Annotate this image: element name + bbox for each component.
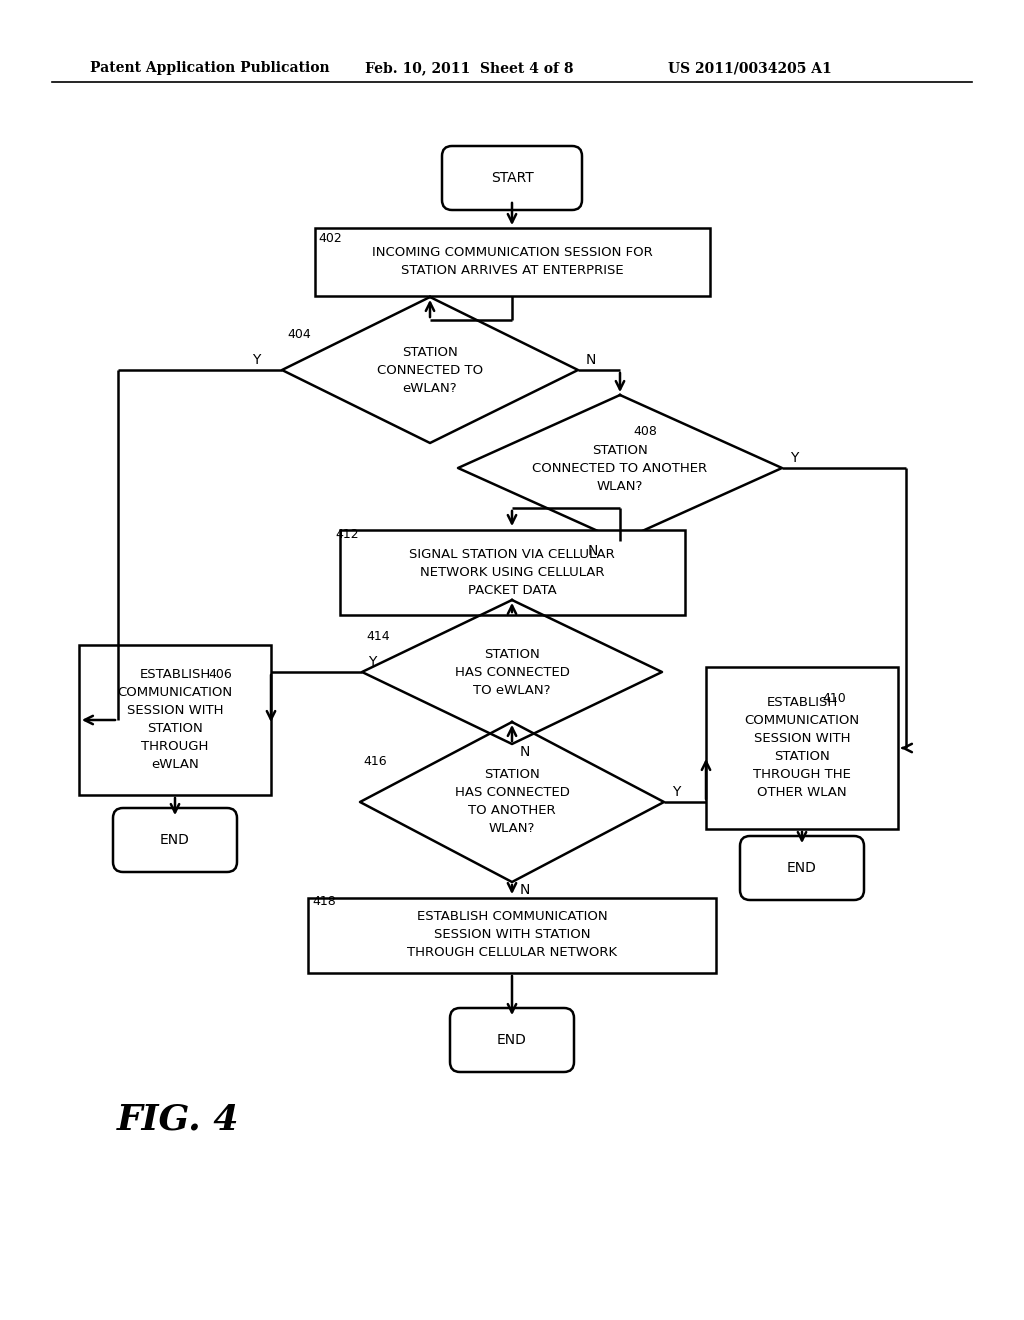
Text: STATION
CONNECTED TO
eWLAN?: STATION CONNECTED TO eWLAN? <box>377 346 483 395</box>
Bar <box>340 529 684 615</box>
FancyBboxPatch shape <box>442 147 582 210</box>
Text: 414: 414 <box>366 630 389 643</box>
Text: END: END <box>497 1034 527 1047</box>
Text: 406: 406 <box>208 668 231 681</box>
Polygon shape <box>360 722 664 882</box>
Text: Y: Y <box>252 352 260 367</box>
FancyBboxPatch shape <box>450 1008 574 1072</box>
Text: N: N <box>520 883 530 898</box>
Text: Patent Application Publication: Patent Application Publication <box>90 61 330 75</box>
Text: 418: 418 <box>312 895 336 908</box>
Text: INCOMING COMMUNICATION SESSION FOR
STATION ARRIVES AT ENTERPRISE: INCOMING COMMUNICATION SESSION FOR STATI… <box>372 247 652 277</box>
FancyBboxPatch shape <box>740 836 864 900</box>
Text: Y: Y <box>672 785 680 799</box>
Text: N: N <box>520 744 530 759</box>
Text: STATION
HAS CONNECTED
TO eWLAN?: STATION HAS CONNECTED TO eWLAN? <box>455 648 569 697</box>
Text: N: N <box>586 352 596 367</box>
Text: N: N <box>588 544 598 558</box>
Bar <box>308 898 716 973</box>
Polygon shape <box>282 297 578 444</box>
Text: STATION
CONNECTED TO ANOTHER
WLAN?: STATION CONNECTED TO ANOTHER WLAN? <box>532 444 708 492</box>
Text: FIG. 4: FIG. 4 <box>117 1104 240 1137</box>
Text: STATION
HAS CONNECTED
TO ANOTHER
WLAN?: STATION HAS CONNECTED TO ANOTHER WLAN? <box>455 768 569 836</box>
Bar <box>314 228 710 296</box>
Text: 416: 416 <box>362 755 387 768</box>
Text: ESTABLISH COMMUNICATION
SESSION WITH STATION
THROUGH CELLULAR NETWORK: ESTABLISH COMMUNICATION SESSION WITH STA… <box>407 911 617 960</box>
FancyBboxPatch shape <box>113 808 237 873</box>
Text: END: END <box>787 861 817 875</box>
Bar <box>79 645 271 795</box>
Text: END: END <box>160 833 189 847</box>
Text: 408: 408 <box>633 425 656 438</box>
Text: 402: 402 <box>318 232 342 246</box>
Text: 412: 412 <box>335 528 358 541</box>
Polygon shape <box>458 395 782 541</box>
Polygon shape <box>362 601 662 744</box>
Text: Y: Y <box>368 655 377 669</box>
Text: ESTABLISH
COMMUNICATION
SESSION WITH
STATION
THROUGH THE
OTHER WLAN: ESTABLISH COMMUNICATION SESSION WITH STA… <box>744 697 859 800</box>
Text: Feb. 10, 2011  Sheet 4 of 8: Feb. 10, 2011 Sheet 4 of 8 <box>365 61 573 75</box>
Text: ESTABLISH
COMMUNICATION
SESSION WITH
STATION
THROUGH
eWLAN: ESTABLISH COMMUNICATION SESSION WITH STA… <box>118 668 232 771</box>
Text: Y: Y <box>790 451 799 465</box>
Text: US 2011/0034205 A1: US 2011/0034205 A1 <box>668 61 831 75</box>
Text: START: START <box>490 172 534 185</box>
Text: 404: 404 <box>287 327 310 341</box>
Text: SIGNAL STATION VIA CELLULAR
NETWORK USING CELLULAR
PACKET DATA: SIGNAL STATION VIA CELLULAR NETWORK USIN… <box>410 548 614 597</box>
Bar <box>706 667 898 829</box>
Text: 410: 410 <box>822 692 846 705</box>
